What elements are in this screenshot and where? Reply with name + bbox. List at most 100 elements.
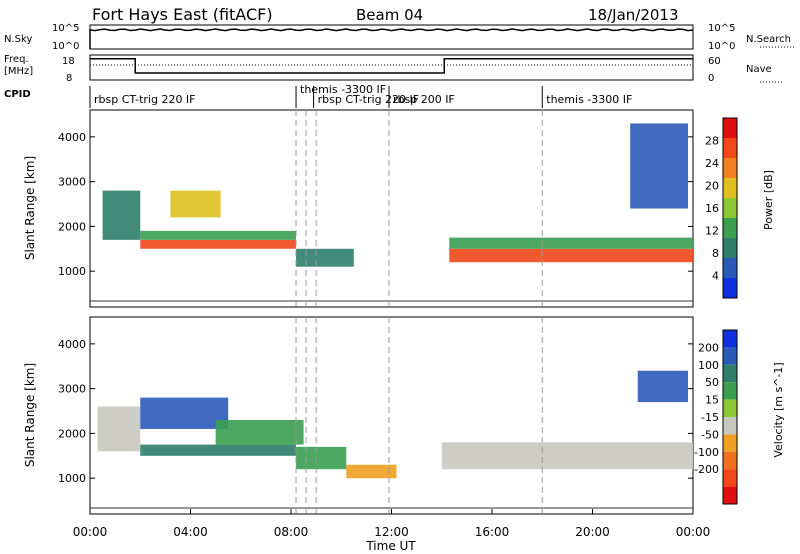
y-tick-label: 1000 (58, 265, 86, 278)
y-tick-label: 2000 (58, 220, 86, 233)
data-band (170, 190, 221, 218)
data-band (215, 419, 304, 445)
data-band (630, 123, 688, 209)
power-colorbar-cell (723, 178, 737, 198)
velocity-colorbar-cell (723, 399, 737, 417)
data-band (296, 248, 354, 267)
data-band (140, 397, 229, 429)
power-colorbar-tick: 4 (712, 270, 719, 283)
noise-right-label: N.Search (746, 34, 791, 45)
power-colorbar-cell (723, 278, 737, 298)
y-tick-label: 4000 (58, 131, 86, 144)
power-panel: 1000 2000 3000 4000 Slant Range [km] 4 8 12 16… (23, 109, 775, 308)
power-colorbar-cell (723, 258, 737, 278)
cpid-item-label: rbsp CT-trig 220 IF (94, 93, 196, 106)
data-band (140, 230, 297, 240)
cpid-item-label: themis -3300 IF (546, 93, 632, 106)
beam-label: Beam 04 (356, 6, 423, 24)
noise-panel: N.Sky 10^5 10^0 10^5 10^0 N.Search (4, 23, 796, 52)
noise-sky-line (89, 28, 694, 49)
noise-right-tick-bottom: 10^0 (708, 41, 735, 52)
power-colorbar-cell (723, 198, 737, 218)
noise-right-tick-top: 10^5 (708, 23, 735, 34)
cpid-item-label: rbsp CT-trig 220 IF (318, 93, 420, 106)
velocity-panel: 1000 2000 3000 4000 Slant Range [km] 200 100… (23, 316, 785, 553)
velocity-colorbar-tick: 15 (705, 394, 719, 407)
velocity-colorbar-cell (723, 364, 737, 383)
station-title: Fort Hays East (fitACF) (92, 5, 273, 24)
power-colorbar-cell (723, 118, 737, 138)
x-tick-label: 16:00 (475, 525, 510, 539)
data-band (97, 406, 141, 452)
date-label: 18/Jan/2013 (588, 6, 679, 24)
y-tick-label: 3000 (58, 176, 86, 189)
x-tick-label: 20:00 (575, 525, 610, 539)
velocity-colorbar-cell (723, 347, 737, 365)
velocity-colorbar-tick: -15 (701, 411, 719, 424)
velocity-colorbar-cell (723, 469, 737, 487)
noise-left-tick-bottom: 10^0 (52, 41, 79, 52)
freq-frame (89, 54, 694, 81)
x-axis-label: Time UT (365, 539, 416, 553)
data-band (140, 239, 297, 249)
power-colorbar-tick: 24 (705, 157, 719, 170)
power-ylabel: Slant Range [km] (23, 156, 37, 260)
freq-right-label: Nave (746, 64, 772, 75)
data-band (140, 444, 297, 456)
velocity-colorbar-tick: 200 (698, 341, 719, 354)
cpid-item-label: rbsp 200 IF (393, 93, 455, 106)
data-band (346, 464, 397, 479)
data-band (441, 442, 693, 470)
velocity-colorbar-cell (723, 451, 737, 470)
power-colorbar-cell (723, 218, 737, 238)
freq-left-label-1: Freq. (4, 54, 29, 65)
y-tick-label: 1000 (58, 472, 86, 485)
x-tick-label: 12:00 (374, 525, 409, 539)
power-colorbar-cell (723, 158, 737, 178)
y-tick-label: 2000 (58, 427, 86, 440)
velocity-colorbar-frame (722, 329, 738, 505)
power-colorbar-tick: 20 (705, 180, 719, 193)
power-colorbar-cell (723, 238, 737, 258)
freq-left-tick-bottom: 8 (66, 73, 72, 84)
noise-left-tick-top: 10^5 (52, 23, 79, 34)
velocity-colorbar-cell (723, 330, 737, 348)
velocity-colorbar-tick: -50 (701, 428, 719, 441)
velocity-colorbar-tick: 100 (698, 359, 719, 372)
velocity-colorbar-tick: -200 (694, 463, 719, 476)
x-tick-label: 00:00 (676, 525, 711, 539)
velocity-colorbar-cell (723, 382, 737, 400)
velocity-colorbar-cell (723, 486, 737, 504)
power-colorbar-tick: 12 (705, 225, 719, 238)
power-colorbar-frame (722, 117, 738, 299)
y-tick-label: 4000 (58, 338, 86, 351)
x-tick-label: 00:00 (73, 525, 108, 539)
power-colorbar-tick: 28 (705, 135, 719, 148)
y-tick-label: 3000 (58, 383, 86, 396)
power-colorbar-tick: 16 (705, 202, 719, 215)
data-band (449, 248, 693, 263)
cpid-label: CPID (4, 89, 31, 100)
x-tick-label: 04:00 (173, 525, 208, 539)
x-tick-label: 08:00 (274, 525, 309, 539)
data-band (296, 446, 347, 470)
freq-left-tick-top: 18 (62, 56, 75, 67)
freq-right-tick-top: 60 (708, 56, 721, 67)
data-band (102, 190, 141, 240)
freq-left-label-2: [MHz] (4, 66, 33, 77)
velocity-colorbar-label: Velocity [m s^-1] (772, 362, 785, 457)
noise-left-label: N.Sky (4, 34, 32, 45)
data-band (637, 370, 688, 403)
freq-right-tick-bottom: 0 (708, 73, 714, 84)
velocity-colorbar-cell (723, 434, 737, 452)
frequency-panel: Freq. [MHz] 18 8 60 0 Nave (4, 54, 782, 84)
velocity-ylabel: Slant Range [km] (23, 363, 37, 467)
data-band (449, 237, 693, 249)
cpid-item-label: themis -3300 IF (300, 83, 386, 96)
velocity-colorbar-tick: 50 (705, 376, 719, 389)
velocity-colorbar-tick: -100 (694, 446, 719, 459)
power-colorbar-tick: 8 (712, 247, 719, 260)
power-colorbar-label: Power [dB] (762, 170, 775, 230)
